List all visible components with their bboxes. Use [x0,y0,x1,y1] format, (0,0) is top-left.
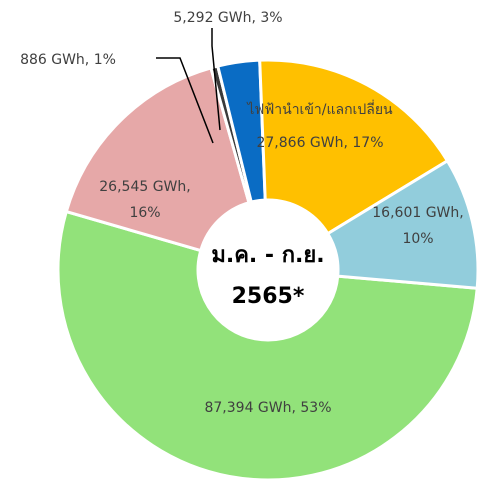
data-label: 26,545 GWh, 16% [99,179,190,221]
data-label: 886 GWh, 1% [20,52,116,68]
center-title: ม.ค. - ก.ย. [211,243,324,268]
slice [258,58,450,236]
donut-hole [199,201,337,339]
data-label: 27,866 GWh, 17% [256,135,383,151]
category-label: ไฟฟ้านำเข้า/แลกเปลี่ยน [246,100,393,118]
slice [56,209,478,479]
data-label: 87,394 GWh, 53% [204,400,331,416]
center-subtitle: 2565* [232,284,305,309]
data-label: 16,601 GWh, 10% [372,205,463,247]
leader-line [156,57,214,144]
slice [64,66,251,253]
leader-line [211,28,221,131]
data-label: 5,292 GWh, 3% [173,10,282,26]
